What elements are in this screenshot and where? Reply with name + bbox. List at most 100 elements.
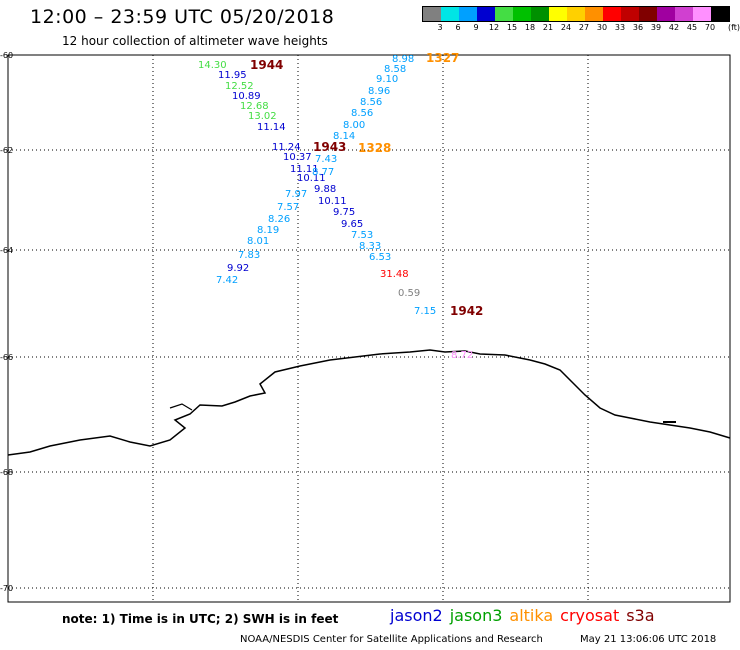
legend-swatch bbox=[567, 7, 585, 21]
wave-height-value: 7.83 bbox=[238, 250, 260, 261]
legend-tick-label: 9 bbox=[473, 23, 479, 32]
pass-number: 1328 bbox=[358, 141, 391, 155]
wave-height-value: 12.52 bbox=[225, 81, 254, 92]
latitude-label: -66 bbox=[0, 353, 13, 362]
wave-height-value: 8.72 bbox=[451, 350, 473, 361]
legend-tick-label: 18 bbox=[524, 23, 536, 32]
credit-line: NOAA/NESDIS Center for Satellite Applica… bbox=[240, 634, 543, 645]
wave-height-value: 8.56 bbox=[360, 97, 382, 108]
legend-swatch bbox=[657, 7, 675, 21]
legend-tick-label: 42 bbox=[668, 23, 680, 32]
map-canvas: -60-62-64-66-68-70 454851545760 14.3011.… bbox=[0, 51, 731, 603]
legend-tick-label: 30 bbox=[596, 23, 608, 32]
legend-tick-label: 27 bbox=[578, 23, 590, 32]
mission-altika: altika bbox=[509, 606, 554, 625]
map-subtitle: 12 hour collection of altimeter wave hei… bbox=[62, 34, 328, 48]
wave-height-value: 10.11 bbox=[318, 196, 347, 207]
mission-cryosat: cryosat bbox=[560, 606, 620, 625]
wave-height-value: 10.11 bbox=[297, 173, 326, 184]
legend-tick-label: 12 bbox=[488, 23, 500, 32]
wave-height-value: 8.14 bbox=[333, 131, 355, 142]
wave-height-value: 9.88 bbox=[314, 184, 336, 195]
wave-height-value: 6.53 bbox=[369, 252, 391, 263]
legend-tick-label: 45 bbox=[686, 23, 698, 32]
generation-timestamp: May 21 13:06:06 UTC 2018 bbox=[580, 634, 717, 645]
legend-swatch bbox=[549, 7, 567, 21]
wave-height-value: 11.24 bbox=[272, 142, 301, 153]
latitude-label: -60 bbox=[0, 51, 13, 60]
wave-height-value: 12.68 bbox=[240, 101, 269, 112]
latitude-label: -62 bbox=[0, 146, 13, 155]
wave-height-value: 8.00 bbox=[343, 120, 365, 131]
wave-height-value: 7.42 bbox=[216, 275, 238, 286]
wave-height-value: 11.11 bbox=[290, 164, 319, 175]
latitude-label: -70 bbox=[0, 584, 13, 593]
legend-swatch bbox=[423, 7, 441, 21]
wave-height-value: 8.58 bbox=[384, 64, 406, 75]
legend-swatch bbox=[513, 7, 531, 21]
legend-swatch bbox=[585, 7, 603, 21]
wave-height-value: 8.56 bbox=[351, 108, 373, 119]
wave-height-value: 9.65 bbox=[341, 219, 363, 230]
legend-labels: 3 6 9 12 15 18 21 24 27 30 33 36 39 42 45 70 (ft) bbox=[422, 23, 740, 35]
wave-height-value: 8.77 bbox=[312, 167, 334, 178]
legend-tick-label: 24 bbox=[560, 23, 572, 32]
pass-number: 1944 bbox=[250, 58, 283, 72]
mission-jason2: jason2 bbox=[390, 606, 443, 625]
wave-height-value: 8.33 bbox=[359, 241, 381, 252]
legend-unit: (ft) bbox=[727, 23, 740, 32]
mission-jason3: jason3 bbox=[449, 606, 503, 625]
legend-swatch bbox=[459, 7, 477, 21]
legend-swatch bbox=[495, 7, 513, 21]
legend-tick-label: 15 bbox=[506, 23, 518, 32]
legend-tick-label: 21 bbox=[542, 23, 554, 32]
latitude-label: -68 bbox=[0, 468, 13, 477]
wave-height-value: 11.95 bbox=[218, 70, 247, 81]
legend-swatch bbox=[693, 7, 711, 21]
wave-height-value: 7.57 bbox=[277, 202, 299, 213]
legend-swatch bbox=[441, 7, 459, 21]
ice-shelf-fragment bbox=[169, 403, 193, 411]
legend-tick-label: 39 bbox=[650, 23, 662, 32]
antarctic-coastline bbox=[7, 349, 731, 456]
legend-swatch bbox=[477, 7, 495, 21]
legend-swatch bbox=[639, 7, 657, 21]
mission-legend: jason2 jason3 altika cryosat s3a bbox=[390, 606, 662, 625]
pass-number: 1327 bbox=[426, 51, 459, 65]
legend-tick-label: 3 bbox=[437, 23, 443, 32]
legend-swatch bbox=[711, 7, 729, 21]
mission-s3a: s3a bbox=[626, 606, 655, 625]
wave-height-value: 9.10 bbox=[376, 74, 398, 85]
legend-swatch bbox=[675, 7, 693, 21]
legend-swatch bbox=[603, 7, 621, 21]
graticule bbox=[8, 55, 730, 602]
wave-height-value: 7.53 bbox=[351, 230, 373, 241]
legend-swatch bbox=[531, 7, 549, 21]
wave-height-value: 7.97 bbox=[285, 189, 307, 200]
footnote: note: 1) Time is in UTC; 2) SWH is in fe… bbox=[62, 612, 339, 626]
wave-height-value: 8.98 bbox=[392, 54, 414, 65]
wave-height-value: 7.43 bbox=[315, 154, 337, 165]
wave-height-value: 11.14 bbox=[257, 122, 286, 133]
pass-number-labels: 1944 1327 1943 1328 1942 bbox=[250, 51, 483, 318]
wave-height-value: 14.30 bbox=[198, 60, 227, 71]
latitude-labels: -60 -62 -64 -66 -68 -70 bbox=[0, 51, 13, 593]
wave-height-value: 9.75 bbox=[333, 207, 355, 218]
legend-tick-label: 36 bbox=[632, 23, 644, 32]
wave-height-value: 10.37 bbox=[283, 152, 312, 163]
pass-number: 1943 bbox=[313, 140, 346, 154]
wave-height-value: 31.48 bbox=[380, 269, 409, 280]
wave-height-value: 8.26 bbox=[268, 214, 290, 225]
wave-height-value: 8.96 bbox=[368, 86, 390, 97]
wave-height-value: 10.89 bbox=[232, 91, 261, 102]
wave-height-value: 7.15 bbox=[414, 306, 436, 317]
wave-height-value: 9.92 bbox=[227, 263, 249, 274]
wave-height-value: 0.59 bbox=[398, 288, 420, 299]
pass-number: 1942 bbox=[450, 304, 483, 318]
legend-tick-label: 70 bbox=[704, 23, 716, 32]
latitude-label: -64 bbox=[0, 246, 13, 255]
wave-height-value: 13.02 bbox=[248, 111, 277, 122]
wave-height-value: 8.01 bbox=[247, 236, 269, 247]
color-legend bbox=[422, 6, 730, 22]
